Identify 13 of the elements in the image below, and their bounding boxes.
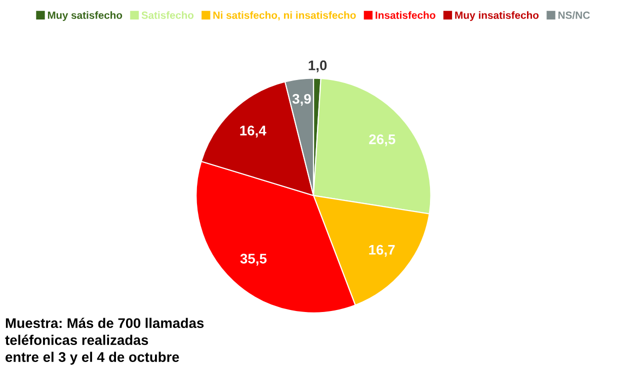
- data-label: 1,0: [308, 60, 327, 72]
- legend-label: Satisfecho: [142, 11, 194, 19]
- legend-label: NS/NC: [558, 11, 590, 20]
- legend-label: Ni satisfecho, ni insatisfecho: [213, 11, 356, 20]
- text: Muestra: Más de 700 llamadas teléfonicas realizadas entre el 3 y el 4 de octubre: [5, 318, 204, 365]
- data-label: 3,9: [292, 94, 311, 106]
- data-label: 26,5: [369, 134, 396, 146]
- legend-label: Muy insatisfecho: [455, 11, 539, 21]
- data-label: 16,4: [240, 126, 266, 138]
- legend-label: Muy satisfecho: [48, 11, 122, 21]
- data-label: 16,7: [369, 244, 395, 257]
- legend-label: Insatisfecho: [376, 11, 436, 19]
- data-label: 35,5: [240, 254, 267, 266]
